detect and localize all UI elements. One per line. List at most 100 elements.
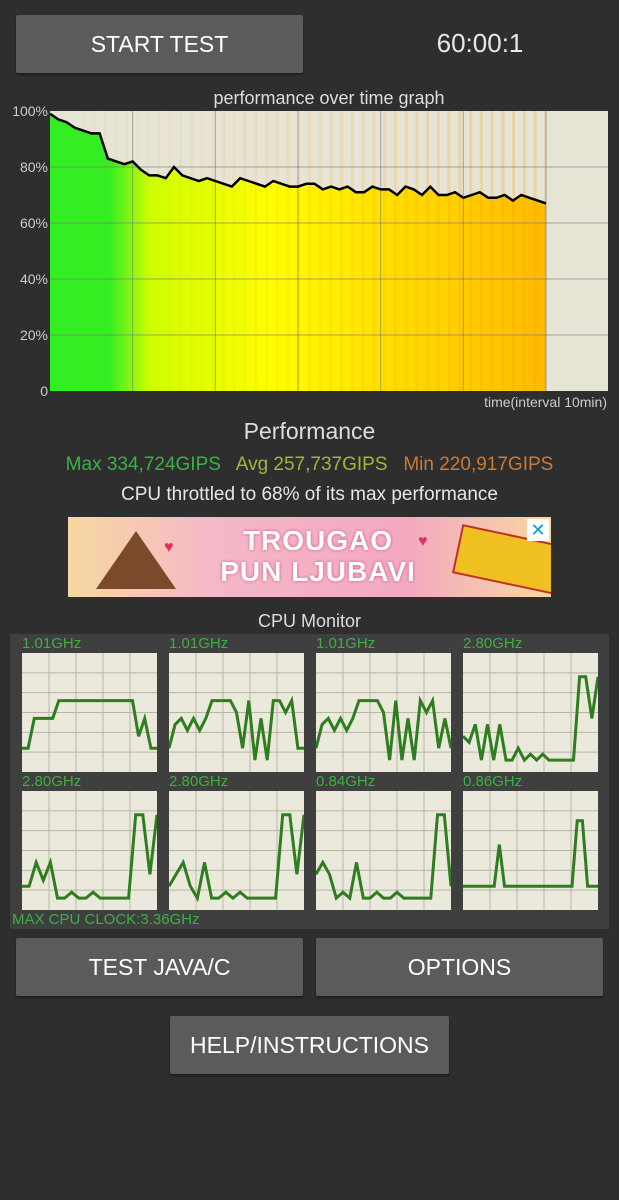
area-stripe [426, 111, 430, 391]
area-stripe [340, 111, 344, 391]
performance-line [50, 112, 547, 205]
core-load-line [22, 813, 157, 900]
heart-icon: ♥ [418, 533, 428, 550]
core-graph [316, 791, 451, 910]
area-stripe [329, 111, 333, 391]
y-tick: 40% [19, 271, 48, 287]
area-stripe [361, 111, 365, 391]
area-stripe [168, 111, 172, 391]
core-graph [316, 653, 451, 772]
area-stripe [479, 111, 483, 391]
core-graph [22, 791, 157, 910]
test-java-c-button[interactable]: TEST JAVA/C [16, 938, 303, 996]
x-axis-label: time(interval 10min) [484, 394, 607, 410]
area-stripe [82, 111, 85, 391]
max-performance: Max 334,724GIPS [65, 454, 221, 475]
area-stripe [211, 111, 215, 391]
area-stripe [533, 111, 537, 391]
max-cpu-clock: MAX CPU CLOCK:3.36GHz [12, 911, 200, 928]
core-frequency: 0.86GHz [463, 773, 523, 790]
area-stripe [264, 111, 268, 391]
core-frequency: 1.01GHz [316, 635, 376, 652]
core-frequency: 2.80GHz [169, 773, 229, 790]
area-stripe [135, 111, 139, 391]
area-stripe [490, 111, 494, 391]
core-graph [463, 653, 598, 772]
area-stripe [512, 111, 516, 391]
options-button[interactable]: OPTIONS [316, 938, 603, 996]
performance-stats: Max 334,724GIPS Avg 257,737GIPS Min 220,… [0, 454, 619, 476]
area-stripe [318, 111, 322, 391]
core-frequency: 2.80GHz [22, 773, 82, 790]
area-stripe [200, 111, 204, 391]
y-tick: 80% [19, 159, 48, 175]
y-tick: 0 [40, 383, 48, 399]
area-stripe [114, 111, 117, 391]
core-load-line [22, 699, 157, 750]
core-graph [463, 791, 598, 910]
timer: 60:00:1 [436, 28, 524, 58]
core-frequency: 2.80GHz [463, 635, 523, 652]
throttle-text: CPU throttled to 68% of its max performa… [121, 484, 498, 505]
core-graph [169, 653, 304, 772]
help-instructions-button[interactable]: HELP/INSTRUCTIONS [170, 1016, 449, 1074]
close-icon[interactable]: ✕ [527, 519, 549, 541]
area-stripe [232, 111, 236, 391]
area-stripe [350, 111, 354, 391]
core-load-line [463, 819, 598, 888]
core-load-line [169, 813, 304, 903]
core-load-line [316, 813, 451, 901]
core-frequency: 1.01GHz [22, 635, 82, 652]
area-stripe [221, 111, 225, 391]
core-load-line [316, 695, 451, 761]
area-stripe [178, 111, 182, 391]
plot-background [546, 111, 608, 391]
area-stripe [436, 111, 440, 391]
core-frequency: 1.01GHz [169, 635, 229, 652]
area-stripe [189, 111, 193, 391]
core-graph [169, 791, 304, 910]
min-performance: Min 220,917GIPS [403, 454, 554, 475]
area-stripe [469, 111, 473, 391]
area-stripe [393, 111, 397, 391]
area-stripe [307, 111, 311, 391]
heart-icon: ♥ [164, 539, 174, 556]
area-stripe [125, 111, 129, 391]
area-stripe [458, 111, 462, 391]
area-stripe [71, 111, 74, 391]
area-stripe [404, 111, 408, 391]
ad-line: TROUGAO [242, 525, 394, 556]
y-tick: 20% [19, 327, 48, 343]
area-stripe [93, 111, 96, 391]
area-stripe [522, 111, 526, 391]
area-stripe [157, 111, 161, 391]
area-stripe [447, 111, 451, 391]
area-stripe [297, 111, 301, 391]
start-test-button[interactable]: START TEST [16, 15, 303, 73]
performance-title: Performance [243, 418, 376, 444]
area-stripe [286, 111, 290, 391]
area-stripe [61, 111, 64, 391]
cpu-monitor-title: CPU Monitor [257, 611, 362, 631]
core-load-line [169, 695, 304, 761]
area-stripe [243, 111, 247, 391]
area-stripe [383, 111, 387, 391]
area-stripe [415, 111, 419, 391]
chocolate-image [96, 531, 176, 589]
core-load-line [463, 675, 598, 763]
area-stripe [254, 111, 258, 391]
y-tick: 100% [12, 103, 48, 119]
ad-banner[interactable]: ♥ ♥ TROUGAO PUN LJUBAVI ✕ [68, 517, 551, 597]
y-tick: 60% [19, 215, 48, 231]
performance-graph [50, 111, 608, 391]
core-graph [22, 653, 157, 772]
core-frequency: 0.84GHz [316, 773, 376, 790]
graph-title: performance over time graph [213, 88, 445, 108]
ad-text: TROUGAO PUN LJUBAVI [218, 525, 418, 587]
avg-performance: Avg 257,737GIPS [235, 454, 388, 475]
area-stripe [146, 111, 150, 391]
area-stripe [372, 111, 376, 391]
ad-line: PUN LJUBAVI [220, 556, 416, 587]
area-stripe [501, 111, 505, 391]
area-stripe [275, 111, 279, 391]
